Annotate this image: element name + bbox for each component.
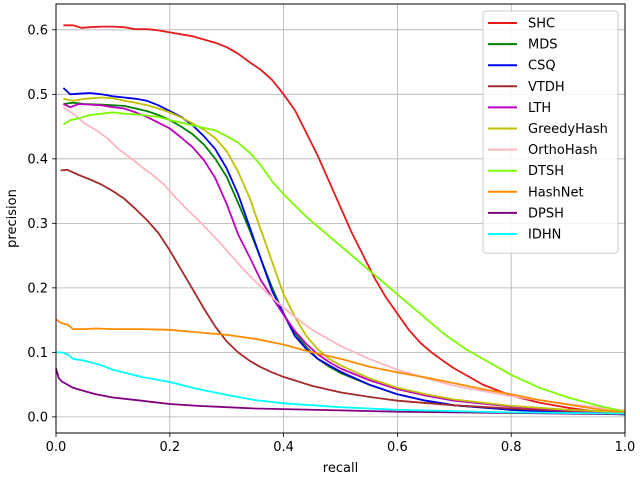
x-tick: 0.6 — [387, 433, 408, 455]
series-line-dpsh — [55, 368, 626, 416]
series-line-csq — [62, 87, 626, 416]
x-axis-label: recall — [323, 461, 358, 476]
series-line-vtdh — [60, 168, 626, 414]
legend-label: IDHN — [528, 228, 561, 243]
y-tick: 0.5 — [27, 88, 56, 103]
y-tick: 0.4 — [27, 152, 56, 167]
x-tick: 0.4 — [273, 433, 294, 455]
series-line-idhn — [56, 351, 626, 415]
series-line-hashnet — [55, 318, 626, 414]
x-tick-label: 0.4 — [273, 440, 294, 455]
x-tick: 1.0 — [615, 433, 636, 455]
y-tick: 0.1 — [27, 346, 56, 361]
legend-item: LTH — [488, 101, 551, 116]
y-axis-ticks: 0.0 0.1 0.2 0.3 0.4 0.5 0.6 — [27, 23, 56, 425]
x-tick-label: 0.0 — [46, 440, 67, 455]
y-tick-label: 0.4 — [27, 152, 48, 167]
y-tick-label: 0.5 — [27, 88, 48, 103]
legend: SHC MDS CSQ VTDH LTH GreedyHash OrthoHash DTSH H… — [482, 10, 619, 254]
y-tick-label: 0.2 — [27, 281, 48, 296]
x-tick-label: 0.2 — [159, 440, 180, 455]
x-tick: 0.8 — [501, 433, 522, 455]
legend-label: OrthoHash — [528, 143, 598, 158]
legend-label: GreedyHash — [528, 122, 608, 137]
y-tick-label: 0.0 — [27, 410, 48, 425]
x-tick: 0.0 — [46, 433, 67, 455]
legend-label: VTDH — [528, 80, 565, 95]
x-axis-ticks: 0.0 0.2 0.4 0.6 0.8 1.0 — [46, 433, 636, 455]
legend-item: DPSH — [488, 206, 564, 221]
legend-item: SHC — [488, 17, 555, 32]
y-axis-label: precision — [5, 189, 20, 248]
legend-label: DTSH — [528, 164, 564, 179]
legend-item: OrthoHash — [488, 143, 598, 158]
x-tick-label: 0.8 — [501, 440, 522, 455]
series-line-orthohash — [62, 106, 626, 412]
legend-label: DPSH — [528, 206, 564, 221]
y-tick: 0.2 — [27, 281, 56, 296]
series-line-dtsh — [62, 111, 626, 413]
legend-item: CSQ — [488, 59, 556, 74]
y-tick-label: 0.6 — [27, 23, 48, 38]
y-tick: 0.6 — [27, 23, 56, 38]
y-tick-label: 0.1 — [27, 346, 48, 361]
series-line-greedyhash — [63, 96, 626, 414]
series-line-lth — [63, 103, 626, 414]
y-tick: 0.0 — [27, 410, 56, 425]
legend-item: DTSH — [488, 164, 564, 179]
x-tick: 0.2 — [159, 433, 180, 455]
legend-label: CSQ — [528, 59, 556, 74]
legend-item: HashNet — [488, 185, 584, 200]
x-tick-label: 1.0 — [615, 440, 636, 455]
y-tick: 0.3 — [27, 217, 56, 232]
legend-label: MDS — [528, 38, 557, 53]
legend-item: VTDH — [488, 80, 565, 95]
y-tick-label: 0.3 — [27, 217, 48, 232]
legend-label: LTH — [528, 101, 551, 116]
legend-item: IDHN — [488, 228, 561, 243]
plot-frame — [55, 3, 626, 434]
series-lines — [55, 24, 626, 416]
legend-item: GreedyHash — [488, 122, 608, 137]
legend-label: SHC — [528, 17, 555, 32]
legend-item: MDS — [488, 38, 557, 53]
legend-label: HashNet — [528, 185, 584, 200]
x-tick-label: 0.6 — [387, 440, 408, 455]
series-line-shc — [63, 24, 626, 415]
